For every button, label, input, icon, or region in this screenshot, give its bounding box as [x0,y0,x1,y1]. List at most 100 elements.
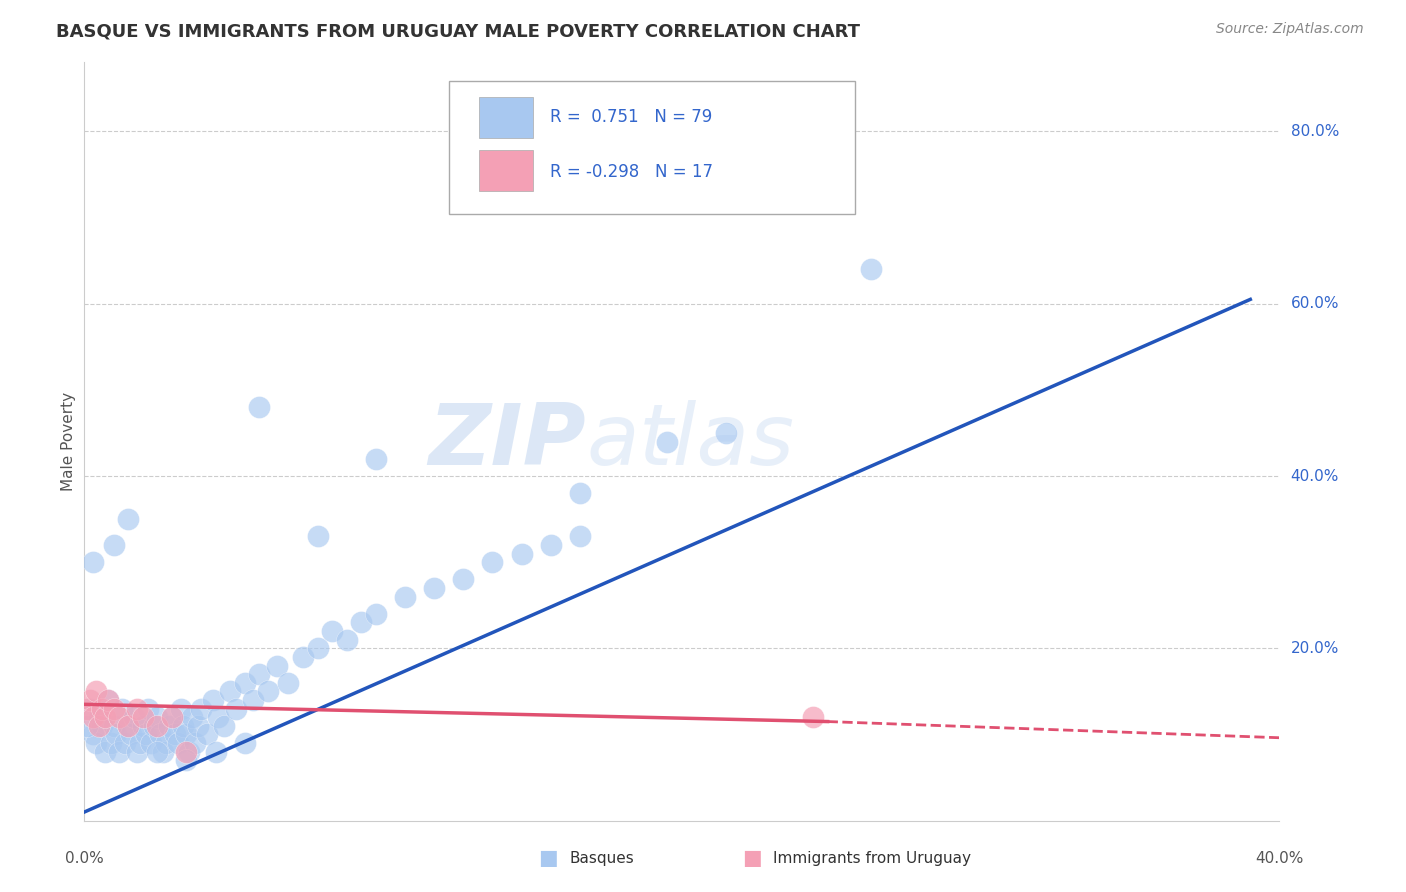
Point [160,710,183,724]
Point [152,745,174,759]
Text: Basques: Basques [569,851,634,865]
Point [155,736,177,750]
Text: ■: ■ [538,848,558,868]
Point [176,753,198,767]
Point [125,745,148,759]
Point [247,667,270,681]
Point [321,624,343,639]
Point [146,710,169,724]
Text: ■: ■ [742,848,762,868]
Point [307,641,329,656]
Point [94,710,117,724]
Point [801,710,824,724]
Point [394,590,416,604]
Point [103,719,125,733]
Point [108,745,131,759]
Text: R = -0.298   N = 17: R = -0.298 N = 17 [551,163,713,181]
Text: Immigrants from Uruguay: Immigrants from Uruguay [773,851,972,865]
Point [266,658,288,673]
Point [87,710,110,724]
Point [219,684,242,698]
Text: atlas: atlas [586,400,794,483]
Point [307,529,329,543]
Point [76,719,98,733]
Point [117,719,139,733]
Point [568,486,591,500]
Point [90,719,112,733]
Point [79,701,101,715]
Point [135,727,157,741]
Point [423,581,446,595]
Point [204,745,226,759]
Point [350,615,373,630]
Point [233,736,256,750]
Point [103,538,125,552]
Text: 80.0%: 80.0% [1291,124,1339,139]
Point [97,693,120,707]
Point [860,262,883,277]
Point [103,701,125,715]
Point [657,434,679,449]
Point [117,719,139,733]
Point [138,701,160,715]
Point [143,719,166,733]
Point [214,719,236,733]
Point [131,710,153,724]
Point [184,736,207,750]
Point [336,632,359,647]
Text: 0.0%: 0.0% [65,851,104,866]
Point [453,573,475,587]
Point [160,710,183,724]
Point [157,719,180,733]
Point [120,727,142,741]
Point [181,710,204,724]
FancyBboxPatch shape [479,96,533,138]
Point [291,649,314,664]
Point [111,701,134,715]
Point [172,719,194,733]
Point [257,684,280,698]
FancyBboxPatch shape [479,150,533,191]
Y-axis label: Male Poverty: Male Poverty [60,392,76,491]
Point [94,745,117,759]
Text: R =  0.751   N = 79: R = 0.751 N = 79 [551,108,713,126]
Point [225,701,247,715]
Point [117,512,139,526]
Point [714,425,737,440]
Point [146,719,169,733]
Point [82,710,104,724]
Text: Source: ZipAtlas.com: Source: ZipAtlas.com [1216,22,1364,37]
Point [128,736,150,750]
Point [108,710,131,724]
Point [169,701,191,715]
Point [568,529,591,543]
Point [84,684,107,698]
Point [163,727,186,741]
Point [247,400,270,414]
Point [105,727,128,741]
Point [166,736,188,750]
Point [84,736,107,750]
Text: 20.0%: 20.0% [1291,640,1339,656]
Point [79,693,101,707]
Point [82,727,104,741]
Point [97,693,120,707]
Point [141,736,163,750]
Point [90,701,112,715]
Point [122,710,145,724]
Point [195,727,218,741]
Point [277,675,299,690]
Point [87,719,110,733]
Point [364,451,387,466]
Point [207,710,229,724]
Text: 40.0%: 40.0% [1256,851,1303,866]
Point [125,701,148,715]
Point [176,745,198,759]
Point [82,555,104,569]
Point [510,547,533,561]
Point [187,719,209,733]
Text: 40.0%: 40.0% [1291,468,1339,483]
Point [149,727,172,741]
Point [364,607,387,621]
Point [481,555,503,569]
